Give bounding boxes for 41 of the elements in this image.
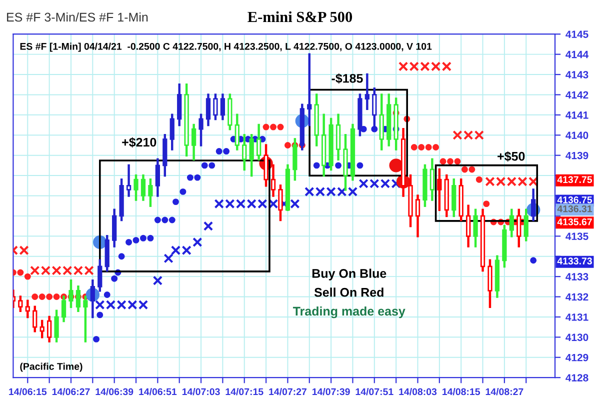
y-tick-label: 4142 xyxy=(566,91,588,98)
x-tick-label: 14/06:51 xyxy=(139,388,177,396)
y-tick-label: 4128 xyxy=(566,374,588,382)
x-tick-label: 14/06:27 xyxy=(52,388,90,396)
annotation: -$185 xyxy=(332,73,363,84)
y-tick-label: 4130 xyxy=(566,334,588,342)
x-tick-label: 14/08:15 xyxy=(442,388,480,396)
x-tick-label: 14/08:03 xyxy=(399,388,437,396)
y-tick-label: 4144 xyxy=(566,50,589,58)
y-tick-label: 4141 xyxy=(566,112,588,119)
x-tick-label: 14/06:39 xyxy=(96,388,134,396)
x-tick-label: 14/07:27 xyxy=(269,388,306,396)
y-tick-label: 4131 xyxy=(566,313,588,321)
annotation: Buy On Blue xyxy=(312,268,386,280)
annotation: +$210 xyxy=(122,137,156,148)
text: 4136.31 xyxy=(557,205,592,212)
text: 4133.73 xyxy=(557,258,592,264)
x-tick-label: 14/07:03 xyxy=(182,388,220,396)
text: 4137.75 xyxy=(557,176,592,184)
text: ES #F 3-Min/ES #F 1-Min xyxy=(7,12,148,22)
y-tick-label: 4145 xyxy=(566,30,588,38)
y-tick-label: 4132 xyxy=(566,293,588,301)
x-tick-label: 14/08:27 xyxy=(486,388,524,396)
annotation: Sell On Red xyxy=(314,288,384,297)
text: 4136.75 xyxy=(557,196,592,204)
y-tick-label: 4129 xyxy=(566,354,588,362)
y-tick-label: 4139 xyxy=(566,152,588,160)
chart-title: E-mini S&P 500 xyxy=(248,11,352,22)
text: ES #F [1-Min] 04/14/21 -0.2500 C 4122.7500, H 4123.2500, L 4122.7500, O 4123.0000, V 101 xyxy=(20,42,432,52)
y-tick-label: 4140 xyxy=(566,132,588,140)
x-tick-label: 14/07:51 xyxy=(356,388,394,396)
x-tick-label: 14/06:15 xyxy=(9,388,47,396)
annotation: (Pacific Time) xyxy=(20,362,82,372)
text: 4135.67 xyxy=(557,218,592,226)
y-tick-label: 4135 xyxy=(566,232,588,240)
annotation: Trading made easy xyxy=(292,306,406,318)
y-tick-label: 4143 xyxy=(566,71,588,78)
y-tick-label: 4133 xyxy=(566,273,588,280)
x-tick-label: 14/07:39 xyxy=(312,388,350,396)
x-tick-label: 14/07:15 xyxy=(226,388,264,396)
annotation: +$50 xyxy=(498,151,525,162)
